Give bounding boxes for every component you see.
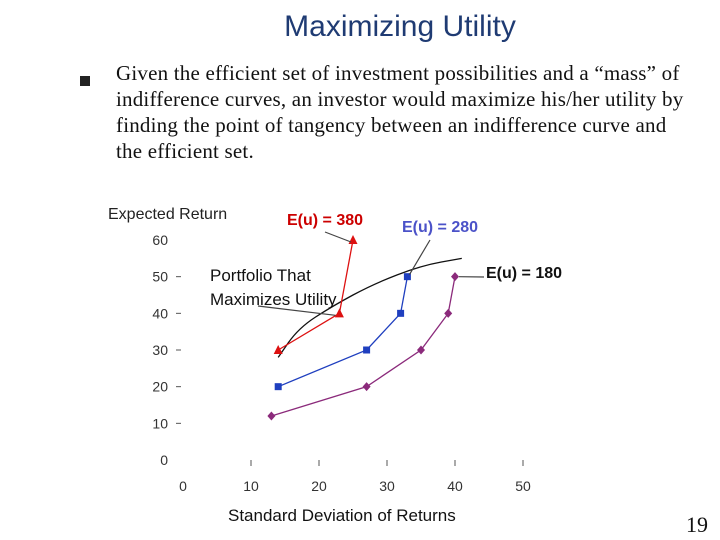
legend-label-380: E(u) = 380 xyxy=(287,212,364,229)
triangle-marker xyxy=(348,235,358,244)
x-tick-label: 40 xyxy=(447,478,463,494)
diamond-marker xyxy=(451,272,459,282)
x-tick-label: 20 xyxy=(311,478,327,494)
y-tick-label: 60 xyxy=(152,232,168,248)
triangle-marker xyxy=(273,345,283,354)
x-tick-label: 10 xyxy=(243,478,259,494)
arrow-annotation xyxy=(257,305,336,316)
y-tick-label: 20 xyxy=(152,379,168,395)
tangency-annotation: Portfolio That Maximizes Utility xyxy=(210,264,350,312)
legend-label-280: E(u) = 280 xyxy=(402,219,479,236)
square-marker xyxy=(403,273,411,281)
legend-label-180: E(u) = 180 xyxy=(486,265,563,282)
y-tick-label: 40 xyxy=(152,305,168,321)
square-marker xyxy=(363,346,371,354)
arrow-380 xyxy=(324,231,352,243)
x-tick-label: 0 xyxy=(179,478,187,494)
arrow-280 xyxy=(408,239,431,275)
square-marker xyxy=(397,309,405,317)
diamond-marker xyxy=(362,382,371,392)
diamond-marker xyxy=(417,345,425,355)
x-tick-label: 50 xyxy=(515,478,531,494)
y-axis-label: Expected Return xyxy=(108,206,228,223)
y-tick-label: 50 xyxy=(152,269,168,285)
y-tick-label: 0 xyxy=(160,452,168,468)
series-line-1 xyxy=(277,276,409,388)
square-marker xyxy=(274,383,282,391)
triangle-marker xyxy=(334,308,344,318)
diamond-marker xyxy=(444,308,453,318)
diamond-marker xyxy=(267,411,276,421)
page-number: 19 xyxy=(686,512,708,537)
y-tick-label: 10 xyxy=(152,415,168,431)
bullet-square-icon xyxy=(80,76,90,86)
efficient-set-line xyxy=(277,257,462,358)
body-text: Given the efficient set of investment po… xyxy=(116,61,684,163)
series-line-0 xyxy=(277,239,354,351)
x-axis-label: Standard Deviation of Returns xyxy=(228,506,456,525)
slide-title: Maximizing Utility xyxy=(284,10,516,43)
series-line-2 xyxy=(271,276,456,417)
annotation-text: Portfolio That Maximizes Utility xyxy=(210,266,337,309)
x-tick-label: 30 xyxy=(379,478,395,494)
y-tick-label: 30 xyxy=(152,342,168,358)
